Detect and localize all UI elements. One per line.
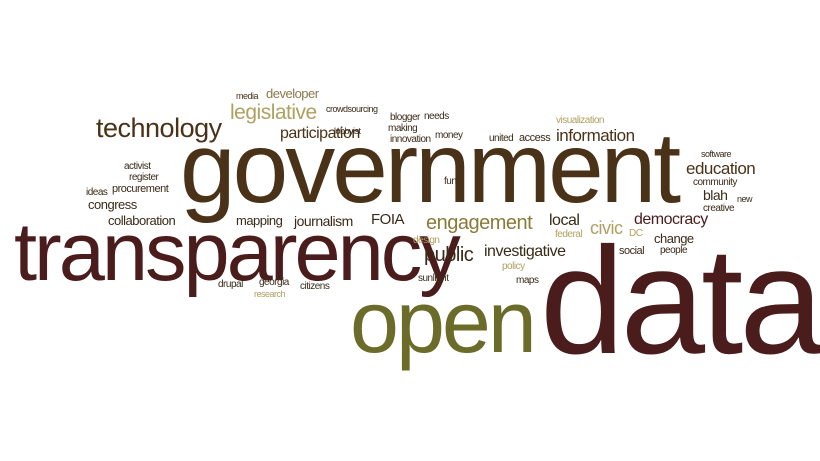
word-access: access bbox=[519, 132, 551, 144]
word-media: media bbox=[236, 91, 259, 101]
word-blogger: blogger bbox=[390, 112, 420, 123]
word-participation: participation bbox=[280, 125, 360, 142]
word-information: information bbox=[556, 126, 635, 145]
word-congress: congress bbox=[88, 197, 137, 212]
word-making: making bbox=[388, 123, 418, 134]
word-citizens: citizens bbox=[300, 281, 330, 292]
word-activist: activist bbox=[124, 161, 151, 172]
word-needs: needs bbox=[424, 111, 449, 122]
word-open: open bbox=[350, 272, 537, 371]
word-dc: DC bbox=[629, 228, 643, 239]
word-georgia: georgia bbox=[259, 277, 289, 288]
word-change: change bbox=[654, 231, 694, 246]
word-public: public bbox=[424, 244, 474, 266]
word-data: data bbox=[540, 216, 820, 386]
word-developer: developer bbox=[266, 86, 319, 101]
word-journalism: journalism bbox=[294, 213, 353, 229]
word-innovation: innovation bbox=[390, 134, 431, 145]
word-blah: blah bbox=[703, 187, 728, 203]
word-crowdsourcing: crowdsourcing bbox=[326, 104, 378, 114]
word-education: education bbox=[686, 159, 756, 178]
word-community: community bbox=[693, 177, 737, 188]
word-creative: creative bbox=[703, 203, 735, 214]
word-lobbyist: lobbyist bbox=[334, 126, 361, 136]
word-engagement: engagement bbox=[426, 212, 533, 234]
word-collaboration: collaboration bbox=[108, 213, 176, 228]
word-register: register bbox=[129, 172, 159, 183]
word-foia: FOIA bbox=[371, 211, 405, 228]
word-technology: technology bbox=[96, 113, 222, 143]
word-sunlight: sunlight bbox=[418, 273, 449, 284]
word-ideas: ideas bbox=[86, 187, 108, 198]
word-visualization: visualization bbox=[556, 115, 604, 126]
word-federal: federal bbox=[555, 229, 583, 240]
word-social: social bbox=[619, 245, 645, 257]
word-procurement: procurement bbox=[112, 183, 169, 195]
word-policy: policy bbox=[502, 261, 525, 272]
word-design: design bbox=[413, 235, 440, 246]
word-software: software bbox=[701, 149, 732, 159]
word-united: united bbox=[489, 133, 514, 144]
word-mapping: mapping bbox=[236, 213, 283, 228]
word-democracy: democracy bbox=[634, 211, 708, 228]
word-legislative: legislative bbox=[230, 101, 317, 124]
word-civic: civic bbox=[590, 218, 623, 238]
word-people: people bbox=[660, 245, 688, 256]
word-money: money bbox=[435, 130, 463, 141]
word-fun: fun bbox=[444, 176, 457, 187]
word-transparency: transparency bbox=[14, 205, 461, 298]
word-research: research bbox=[254, 289, 286, 299]
word-investigative: investigative bbox=[484, 243, 566, 260]
word-drupal: drupal bbox=[218, 279, 243, 290]
word-new: new bbox=[737, 194, 753, 204]
word-local: local bbox=[549, 212, 580, 229]
word-government: government bbox=[180, 112, 681, 224]
word-maps: maps bbox=[516, 275, 539, 286]
